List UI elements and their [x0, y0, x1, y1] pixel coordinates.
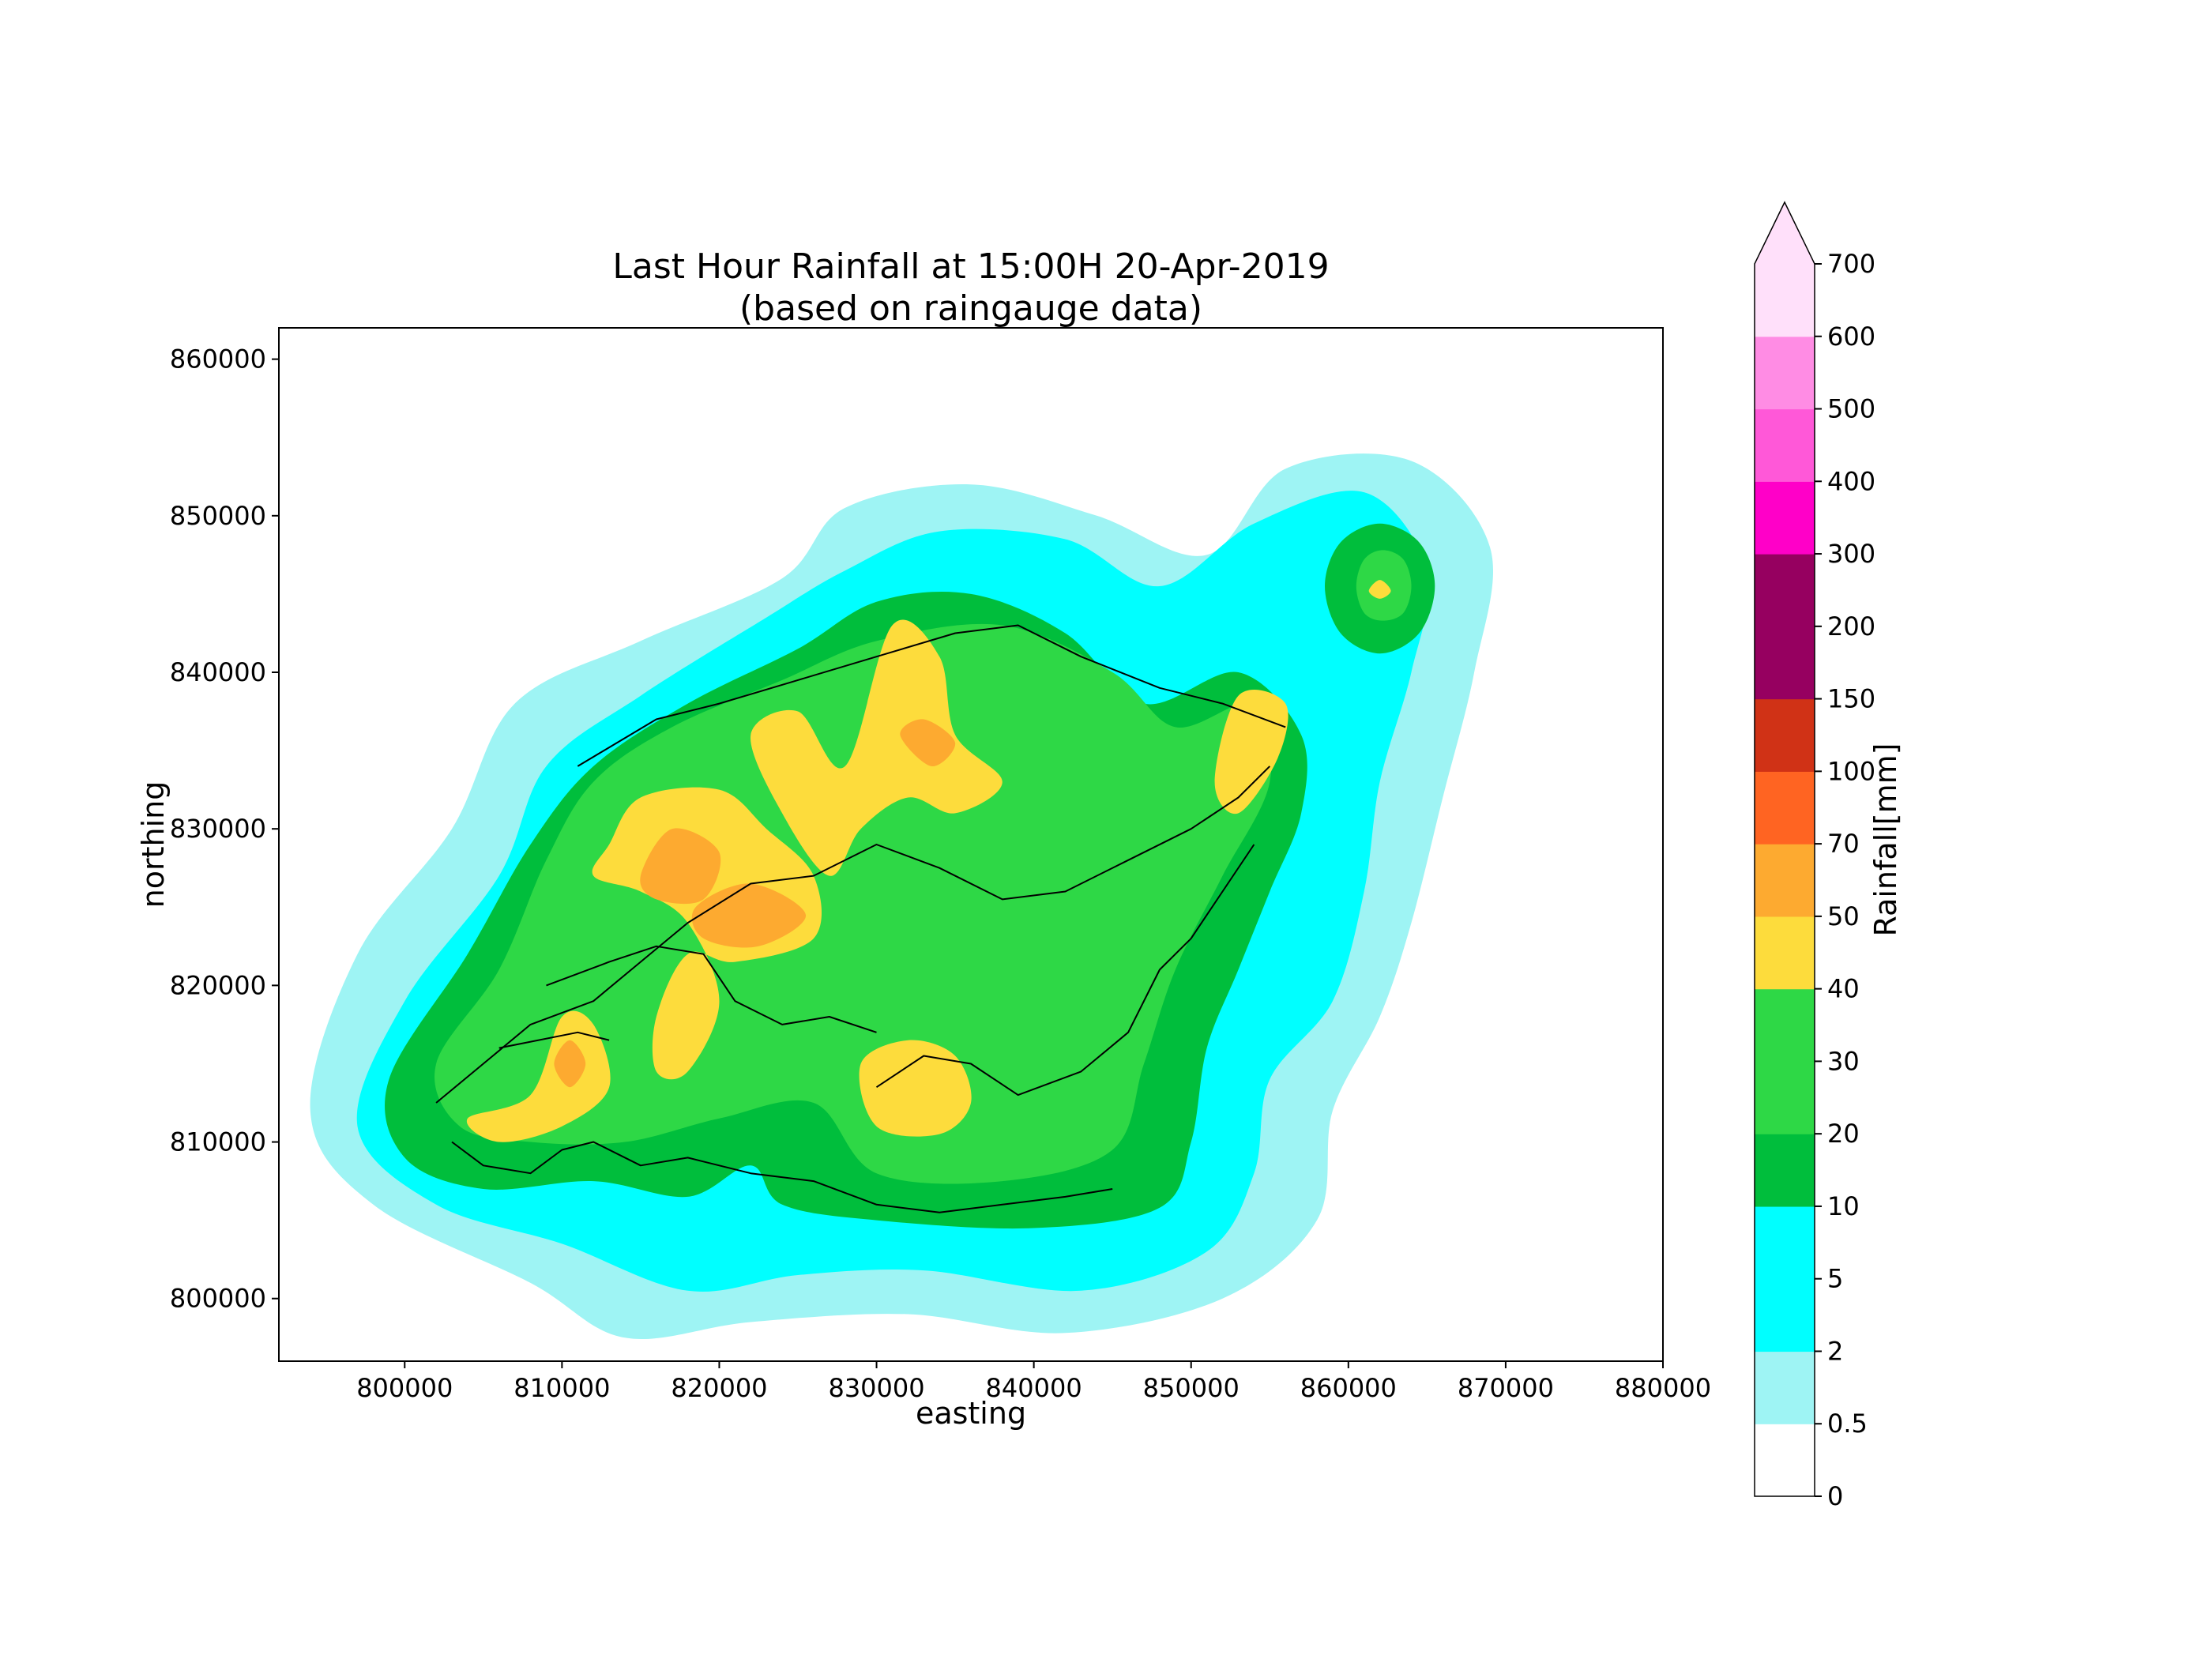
colorbar-swatch-200-300 [1755, 554, 1815, 627]
y-axis-ticks: 800000 810000 820000 830000 840000 850000 8600… [170, 344, 279, 1314]
colorbar-tick-label-13: 300 [1827, 539, 1875, 569]
colorbar-swatch-300-400 [1755, 481, 1815, 555]
x-tick-label-3: 830000 [828, 1373, 924, 1403]
chart-title-line-2: (based on raingauge data) [739, 288, 1202, 329]
colorbar-tick-label-10: 100 [1827, 756, 1875, 786]
rainfall-band-50-70-14 [900, 719, 956, 766]
rainfall-band-50-70-12 [640, 828, 721, 905]
coastline-path-5 [498, 1031, 610, 1049]
rainfall-band-20-40-4 [434, 623, 1272, 1184]
x-tick-label-0: 800000 [356, 1373, 453, 1403]
colorbar-swatch-0.5-2 [1755, 1351, 1815, 1424]
colorbar-swatch-150-200 [1755, 626, 1815, 700]
x-tick-label-4: 840000 [986, 1373, 1082, 1403]
x-tick-label-6: 860000 [1300, 1373, 1397, 1403]
y-tick-label-2: 820000 [170, 970, 266, 1000]
colorbar-tick-label-7: 40 [1827, 974, 1860, 1004]
colorbar-tick-label-6: 30 [1827, 1046, 1860, 1076]
colorbar-tick-label-0: 0 [1827, 1481, 1843, 1511]
colorbar-extend-arrow [1755, 202, 1815, 264]
colorbar-swatch-30-40 [1755, 988, 1815, 1063]
colorbar-tick-label-1: 0.5 [1827, 1409, 1868, 1439]
y-tick-label-4: 840000 [170, 657, 266, 687]
x-tick-label-8: 880000 [1615, 1373, 1711, 1403]
rainfall-band-40-50-9 [859, 1040, 972, 1137]
colorbar-label: Rainfall[mm] [1868, 743, 1903, 937]
coastline-path-0 [435, 766, 1271, 1104]
colorbar-swatch-500-600 [1755, 336, 1815, 410]
colorbar-tick-label-2: 2 [1827, 1336, 1843, 1366]
colorbar-tick-label-3: 5 [1827, 1264, 1843, 1294]
colorbar-tick-label-5: 20 [1827, 1119, 1860, 1149]
coastline [435, 624, 1286, 1213]
colorbar-swatch-20-30 [1755, 1061, 1815, 1134]
y-axis-label: northing [136, 781, 171, 908]
chart-title-line-1: Last Hour Rainfall at 15:00H 20-Apr-2019 [612, 246, 1329, 287]
x-tick-label-7: 870000 [1458, 1373, 1554, 1403]
colorbar-swatch-10-20 [1755, 1134, 1815, 1207]
rainfall-band-50-70-15 [554, 1040, 586, 1088]
plot-frame [278, 327, 1664, 1362]
y-tick-label-3: 830000 [170, 814, 266, 844]
coastline-path-1 [451, 1141, 1113, 1213]
colorbar-tick-label-15: 500 [1827, 394, 1875, 424]
y-tick-label-6: 860000 [170, 344, 266, 374]
colorbar-swatch-0-0.5 [1755, 1424, 1815, 1497]
colorbar-tick-label-9: 70 [1827, 829, 1860, 859]
colorbar-outline [1754, 201, 1815, 1497]
coastline-path-4 [546, 945, 877, 1033]
colorbar-tick-label-4: 10 [1827, 1191, 1860, 1221]
rainfall-band-50-70-13 [691, 883, 807, 948]
colorbar-tick-label-12: 200 [1827, 611, 1875, 641]
y-tick-label-0: 800000 [170, 1284, 266, 1314]
colorbar-tick-label-14: 400 [1827, 466, 1875, 496]
colorbar-swatch-40-50 [1755, 916, 1815, 990]
x-tick-label-1: 810000 [514, 1373, 610, 1403]
contour-bands [310, 453, 1494, 1340]
colorbar-tick-label-8: 50 [1827, 901, 1860, 931]
coastline-path-2 [875, 844, 1255, 1097]
colorbar-swatch-600-700 [1755, 264, 1815, 337]
colorbar: 0 0.5 2 5 10 20 30 40 50 70 100 150 200 300 400 500 600 7… [1754, 201, 1875, 1511]
x-axis-ticks: 800000 810000 820000 830000 840000 850000 8600… [356, 1361, 1711, 1403]
colorbar-swatch-2-5 [1755, 1278, 1815, 1352]
y-tick-label-5: 850000 [170, 501, 266, 531]
colorbar-swatch-5-10 [1755, 1206, 1815, 1280]
y-tick-label-1: 810000 [170, 1127, 266, 1157]
x-axis-label: easting [916, 1396, 1026, 1431]
rainfall-band-40-50-11 [1368, 580, 1391, 599]
coastline-path-3 [577, 624, 1286, 767]
colorbar-swatch-70-100 [1755, 771, 1815, 845]
x-tick-label-2: 820000 [671, 1373, 767, 1403]
colorbar-swatch-400-500 [1755, 408, 1815, 482]
x-tick-label-5: 850000 [1143, 1373, 1240, 1403]
rainfall-band-40-50-7 [750, 619, 1003, 876]
colorbar-tick-label-11: 150 [1827, 684, 1875, 714]
colorbar-swatch-100-150 [1755, 698, 1815, 772]
colorbar-tick-label-17: 700 [1827, 249, 1875, 279]
colorbar-swatch-50-70 [1755, 844, 1815, 917]
colorbar-tick-label-16: 600 [1827, 322, 1875, 352]
